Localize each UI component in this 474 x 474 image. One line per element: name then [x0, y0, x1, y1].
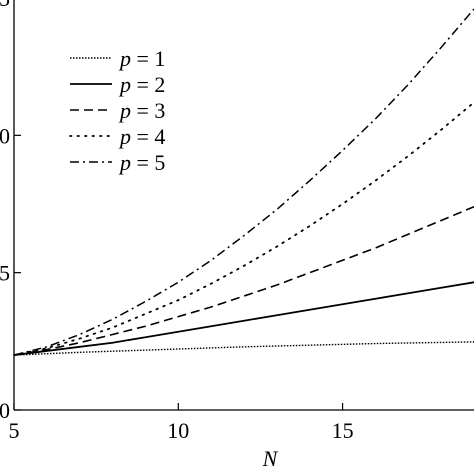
- legend-label-p3: p = 3: [118, 98, 165, 123]
- legend-var: p: [118, 72, 131, 97]
- series-line-p2: [13, 281, 474, 356]
- y-tick-label: 5: [0, 0, 10, 11]
- series-line-p1: [13, 341, 474, 356]
- legend-label-p5: p = 5: [118, 150, 165, 175]
- y-tick-label: 0: [0, 123, 10, 148]
- y-tick-label: 0: [0, 398, 10, 423]
- legend-var: p: [118, 46, 131, 71]
- legend-var: p: [118, 98, 131, 123]
- legend-var: p: [118, 150, 131, 175]
- legend-eq: = 4: [131, 124, 165, 149]
- legend-eq: = 1: [131, 46, 165, 71]
- series-line-p3: [13, 206, 474, 356]
- legend-label-p4: p = 4: [118, 124, 165, 149]
- x-tick-label: 5: [9, 418, 20, 443]
- legend: p = 1p = 2p = 3p = 4p = 5: [69, 46, 165, 175]
- series-line-p5: [13, 8, 474, 356]
- x-tick-label: 15: [332, 418, 354, 443]
- legend-eq: = 2: [131, 72, 165, 97]
- legend-label-p2: p = 2: [118, 72, 165, 97]
- legend-eq: = 3: [131, 98, 165, 123]
- series-lines: [13, 8, 474, 356]
- legend-label-p1: p = 1: [118, 46, 165, 71]
- y-tick-label: 5: [0, 261, 10, 286]
- x-axis-title: N: [262, 446, 279, 471]
- series-line-p4: [13, 101, 474, 356]
- legend-var: p: [118, 124, 131, 149]
- x-tick-label: 10: [167, 418, 189, 443]
- legend-eq: = 5: [131, 150, 165, 175]
